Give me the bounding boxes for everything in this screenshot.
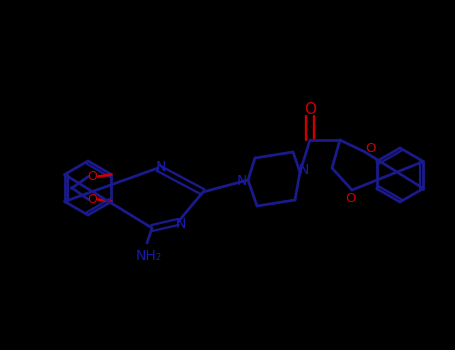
Text: N: N [176,217,186,231]
Text: N: N [156,160,166,174]
Text: O: O [365,141,375,154]
Text: O: O [304,102,316,117]
Text: N: N [237,174,247,188]
Text: O: O [346,191,356,204]
Text: O: O [87,170,97,183]
Text: N: N [299,163,309,177]
Text: NH₂: NH₂ [136,249,162,263]
Text: O: O [87,193,97,206]
